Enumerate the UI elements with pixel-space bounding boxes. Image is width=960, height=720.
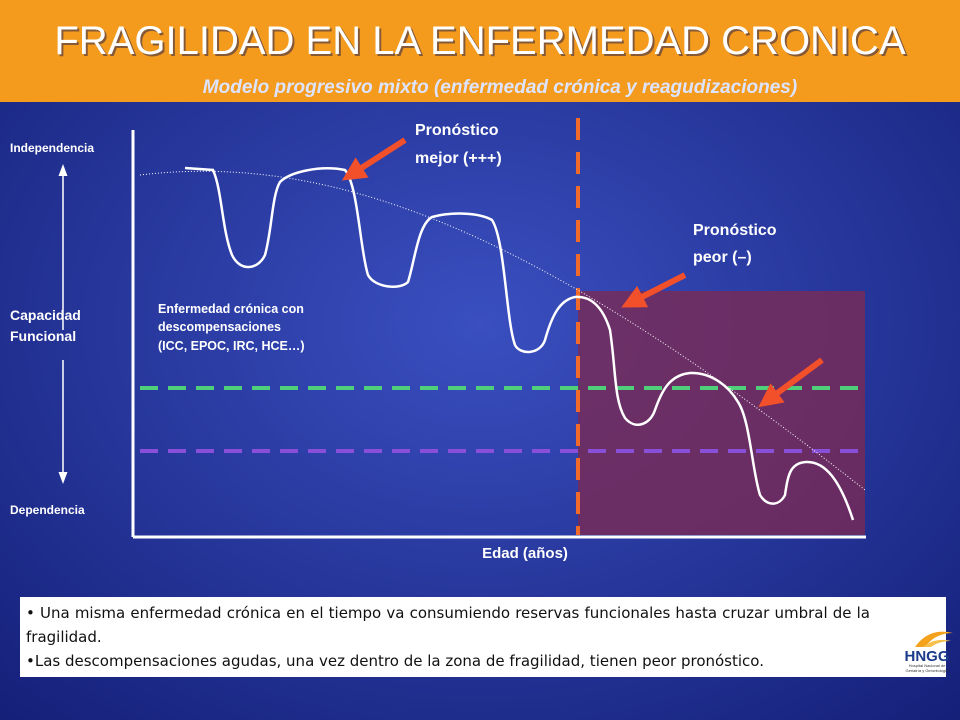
arrow xyxy=(758,357,824,408)
annotation: descompensaciones xyxy=(158,320,281,334)
y-label-bottom: Dependencia xyxy=(10,503,85,517)
arrow xyxy=(341,137,407,181)
title-bar xyxy=(0,0,960,102)
annotation: mejor (+++) xyxy=(415,150,502,167)
annotation: (ICC, EPOC, IRC, HCE…) xyxy=(158,339,305,353)
y-label-middle: Capacidad xyxy=(10,307,81,323)
logo: HNGG Hospital Nacional de Geriatría y Ge… xyxy=(905,631,953,673)
title: FRAGILIDAD EN LA ENFERMEDAD CRONICA xyxy=(54,19,906,63)
annotation: Pronóstico xyxy=(693,222,777,239)
arrow xyxy=(621,272,687,308)
y-label-middle: Funcional xyxy=(10,328,76,344)
logo-swoosh xyxy=(923,639,951,647)
note-text: Una misma enfermedad crónica en el tiemp… xyxy=(26,604,871,646)
note-text: Las descompensaciones agudas, una vez de… xyxy=(34,652,764,670)
x-label: Edad (años) xyxy=(482,545,568,562)
logo-caption: Hospital Nacional de xyxy=(909,663,946,668)
annotation: peor (–) xyxy=(693,249,752,266)
note: •Las descompensaciones agudas, una vez d… xyxy=(26,652,764,670)
note: • Una misma enfermedad crónica en el tie… xyxy=(26,604,871,646)
title-shadow: FRAGILIDAD EN LA ENFERMEDAD CRONICA xyxy=(56,21,908,65)
subtitle: Modelo progresivo mixto (enfermedad crón… xyxy=(203,77,797,98)
frailty-zone xyxy=(578,291,865,535)
annotation: Enfermedad crónica con xyxy=(158,302,304,316)
trend-line xyxy=(139,170,866,491)
y-label-top: Independencia xyxy=(10,141,94,155)
logo-name: HNGG xyxy=(905,648,950,665)
notes-box: • Una misma enfermedad crónica en el tie… xyxy=(20,597,946,677)
logo-swoosh xyxy=(915,631,953,647)
function-curve xyxy=(184,166,855,521)
logo-caption: Geriatría y Gerontología xyxy=(906,668,950,673)
annotation: Pronóstico xyxy=(415,122,499,139)
